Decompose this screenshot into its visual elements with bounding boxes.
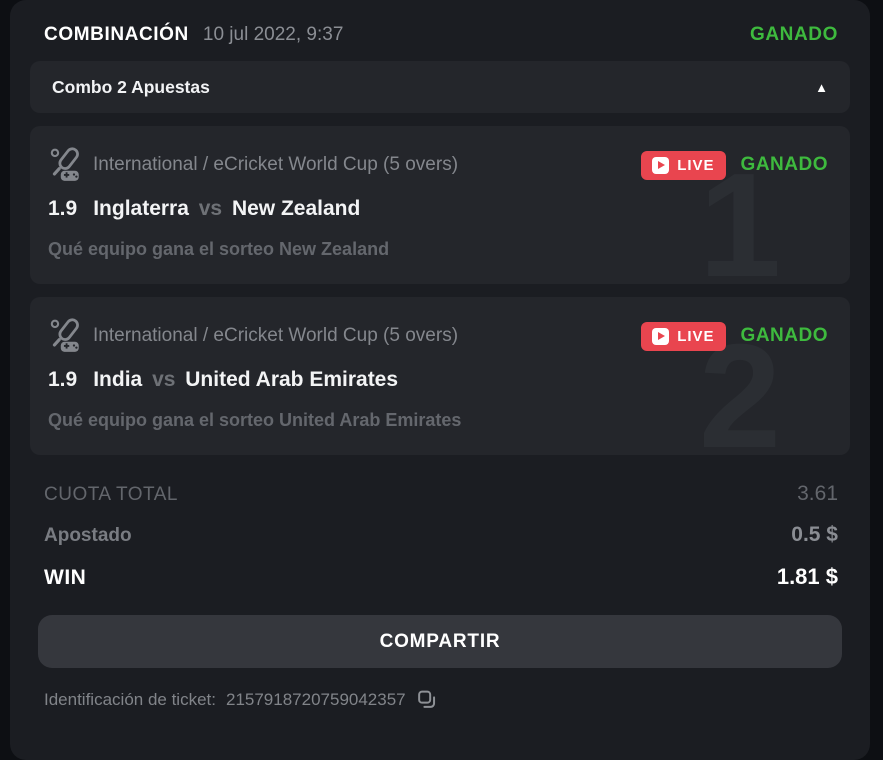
ticket-id-value: 2157918720759042357 bbox=[225, 689, 406, 709]
match-row: 1.9 India vs United Arab Emirates bbox=[48, 368, 828, 392]
total-odds-label: CUOTA TOTAL bbox=[44, 484, 178, 505]
totals-section: CUOTA TOTAL 3.61 Apostado 0.5 $ WIN 1.81… bbox=[44, 482, 838, 590]
bet-odds: 1.9 bbox=[48, 368, 78, 391]
team-away: New Zealand bbox=[231, 197, 361, 220]
ecricket-icon bbox=[50, 318, 79, 352]
share-button[interactable]: COMPARTIR bbox=[38, 615, 842, 668]
bet-ticket-panel: COMBINACIÓN 10 jul 2022, 9:37 GANADO Com… bbox=[10, 0, 870, 760]
ticket-id-label: Identificación de ticket: bbox=[44, 689, 216, 709]
total-odds-value: 3.61 bbox=[797, 482, 838, 505]
stake-label: Apostado bbox=[44, 525, 132, 546]
copy-icon[interactable] bbox=[416, 689, 437, 710]
ticket-status-badge: GANADO bbox=[749, 24, 838, 45]
market-selection: Qué equipo gana el sorteo New Zealand bbox=[48, 239, 390, 259]
win-label: WIN bbox=[44, 566, 87, 589]
ticket-header: COMBINACIÓN 10 jul 2022, 9:37 GANADO bbox=[10, 0, 870, 46]
league-name: International / eCricket World Cup (5 ov… bbox=[93, 154, 459, 175]
team-home: India bbox=[93, 368, 143, 391]
ecricket-icon bbox=[50, 147, 79, 181]
bet-leg-1: 1 International / eCricket World Cup (5 … bbox=[30, 126, 850, 284]
bet-status-badge: GANADO bbox=[740, 154, 828, 175]
stake-row: Apostado 0.5 $ bbox=[44, 523, 838, 547]
match-row: 1.9 Inglaterra vs New Zealand bbox=[48, 197, 828, 221]
bet-odds: 1.9 bbox=[48, 197, 78, 220]
vs-label: vs bbox=[152, 368, 176, 391]
live-badge: LIVE bbox=[641, 150, 726, 180]
combo-label: Combo 2 Apuestas bbox=[52, 76, 210, 97]
combo-collapse-row[interactable]: Combo 2 Apuestas ▲ bbox=[30, 61, 850, 113]
team-away: United Arab Emirates bbox=[185, 368, 399, 391]
league-name: International / eCricket World Cup (5 ov… bbox=[93, 325, 459, 346]
league-row: International / eCricket World Cup (5 ov… bbox=[46, 317, 828, 355]
win-value: 1.81 $ bbox=[776, 564, 838, 589]
bet-leg-2: 2 International / eCricket World Cup (5 … bbox=[30, 297, 850, 455]
league-row: International / eCricket World Cup (5 ov… bbox=[46, 146, 828, 184]
bet-status-badge: GANADO bbox=[740, 325, 828, 346]
stake-value: 0.5 $ bbox=[791, 523, 838, 546]
vs-label: vs bbox=[198, 197, 223, 220]
play-icon bbox=[652, 156, 670, 174]
market-selection: Qué equipo gana el sorteo United Arab Em… bbox=[48, 410, 462, 430]
live-badge: LIVE bbox=[641, 321, 726, 351]
team-home: Inglaterra bbox=[93, 197, 189, 220]
chevron-up-icon: ▲ bbox=[815, 79, 828, 95]
play-icon bbox=[652, 327, 670, 345]
win-row: WIN 1.81 $ bbox=[44, 564, 838, 590]
ticket-id-row: Identificación de ticket: 21579187207590… bbox=[44, 689, 870, 710]
ticket-type-title: COMBINACIÓN bbox=[44, 24, 189, 45]
ticket-timestamp: 10 jul 2022, 9:37 bbox=[202, 24, 344, 45]
total-odds-row: CUOTA TOTAL 3.61 bbox=[44, 482, 838, 506]
